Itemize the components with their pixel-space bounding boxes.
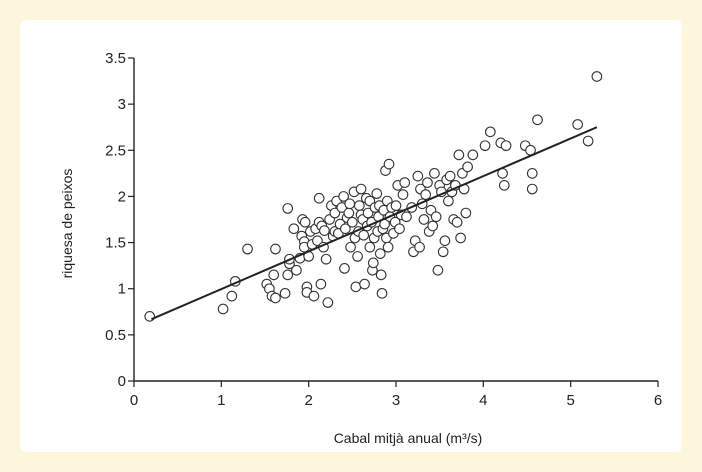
data-point [397, 189, 409, 200]
data-point [390, 200, 402, 212]
data-point [375, 269, 387, 281]
data-point [279, 287, 291, 299]
data-point [394, 223, 405, 235]
data-point [358, 229, 370, 241]
data-point [383, 158, 395, 170]
data-point [437, 246, 449, 258]
data-point [367, 257, 379, 269]
data-point [319, 225, 330, 236]
data-point [270, 243, 281, 255]
fit-line [151, 126, 598, 321]
data-point [451, 216, 463, 228]
data-point [418, 214, 430, 225]
data-point [226, 290, 238, 302]
data-point [439, 235, 451, 247]
data-point [532, 114, 543, 126]
data-point [299, 216, 311, 228]
data-point [350, 281, 362, 293]
data-point [282, 203, 294, 214]
data-point [344, 198, 356, 210]
data-point [498, 180, 510, 191]
data-point [453, 149, 465, 161]
data-point [462, 161, 473, 173]
y-tick-label: 0.5 [105, 327, 126, 344]
data-point [430, 211, 442, 223]
y-axis-title: riquesa de peixos [59, 169, 75, 279]
data-point [359, 278, 370, 290]
data-point [339, 223, 351, 235]
y-tick-label: 3 [118, 96, 126, 113]
x-tick-label: 5 [566, 392, 574, 409]
data-point [291, 264, 302, 276]
data-point [355, 183, 367, 195]
data-point [399, 177, 411, 188]
data-point [288, 223, 300, 235]
data-point [420, 189, 432, 200]
data-point [429, 168, 440, 179]
data-point [500, 140, 512, 152]
data-point [371, 188, 383, 200]
data-point [460, 207, 472, 219]
data-point [242, 243, 253, 255]
data-point [455, 232, 466, 244]
data-point [144, 311, 156, 322]
data-point [443, 195, 454, 207]
data-point [345, 241, 356, 253]
data-point [352, 251, 363, 262]
data-point [339, 263, 350, 274]
x-tick-label: 6 [654, 392, 662, 409]
x-tick-label: 4 [479, 392, 487, 409]
data-point [582, 135, 594, 147]
y-tick-label: 2.5 [105, 142, 126, 159]
data-point [346, 216, 358, 228]
data-point [329, 207, 341, 219]
x-tick-label: 0 [130, 392, 138, 409]
chart-panel: 0 1 2 3 4 5 6 0 0.5 1 1.5 2 2.5 3 3.5 Cabal mitjà anual… [20, 20, 682, 452]
y-tick-label: 2 [118, 188, 126, 205]
data-point [217, 303, 229, 315]
data-point [308, 290, 320, 302]
x-tick-label: 2 [304, 392, 312, 409]
data-point [353, 200, 365, 212]
data-point [362, 207, 374, 219]
data-point [315, 278, 327, 290]
data-point [282, 269, 294, 281]
data-point [444, 170, 456, 182]
y-tick-label: 0 [118, 373, 126, 390]
data-point [484, 126, 496, 138]
data-point [382, 241, 394, 253]
data-point [526, 168, 538, 179]
data-point [414, 241, 425, 253]
scatter-chart: 0 1 2 3 4 5 6 0 0.5 1 1.5 2 2.5 3 3.5 Cabal mitjà anual… [59, 50, 662, 446]
data-point [401, 211, 412, 223]
data-point [270, 292, 281, 304]
y-tick-label: 3.5 [105, 50, 126, 67]
data-point [422, 177, 433, 188]
y-tick-label: 1.5 [105, 235, 126, 252]
data-point [526, 183, 538, 195]
data-point [312, 235, 323, 247]
data-point [268, 269, 280, 281]
x-tick-label: 1 [217, 392, 225, 409]
data-point [338, 191, 349, 202]
y-tick-label: 1 [118, 281, 126, 298]
data-point [467, 149, 479, 161]
data-point [412, 170, 424, 182]
data-point [374, 248, 386, 259]
data-point [313, 192, 325, 204]
data-point [479, 140, 491, 152]
x-axis-title: Cabal mitjà anual (m³/s) [334, 430, 483, 446]
data-point [591, 71, 603, 82]
data-point [320, 253, 332, 265]
x-tick-label: 3 [392, 392, 400, 409]
data-point [364, 241, 376, 253]
data-point [572, 119, 584, 130]
data-point [343, 207, 355, 219]
data-point [427, 220, 439, 232]
data-point [322, 297, 334, 308]
data-point [376, 287, 388, 299]
data-point [432, 264, 444, 276]
